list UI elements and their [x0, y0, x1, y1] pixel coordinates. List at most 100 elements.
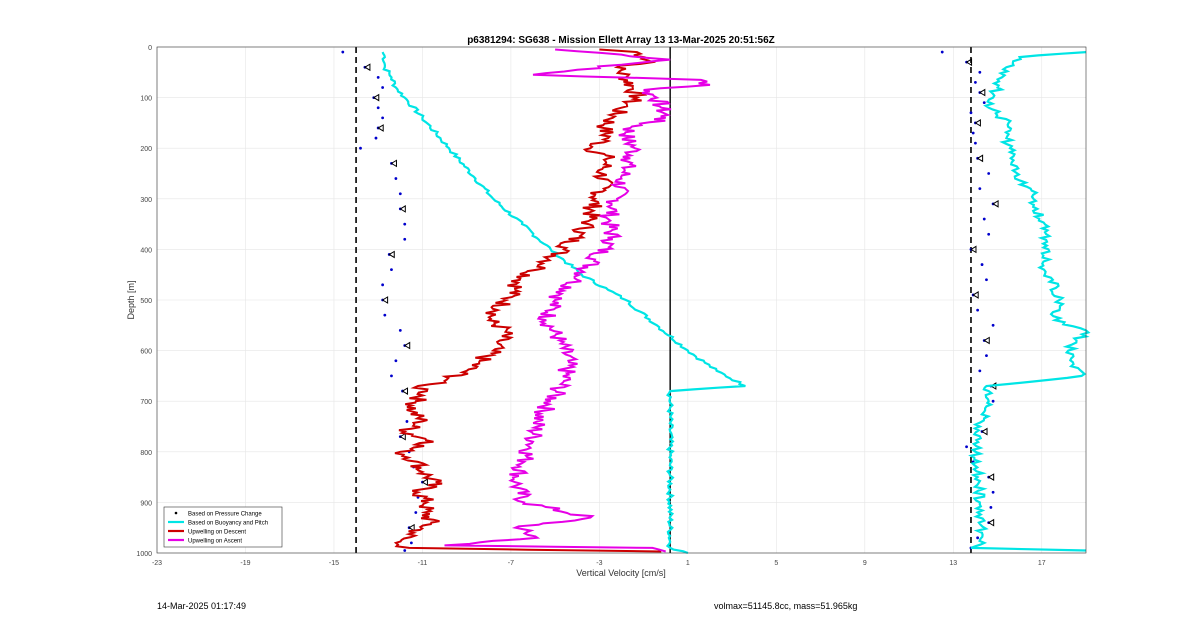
pressure-change-point [383, 313, 387, 317]
triangle-marker [403, 341, 411, 350]
y-tick-label: 300 [140, 197, 152, 204]
y-tick-label: 100 [140, 96, 152, 103]
triangle-marker [381, 296, 389, 304]
series-layer [341, 48, 1091, 555]
x-tick-label: -19 [240, 560, 250, 567]
triangle-marker [981, 427, 988, 436]
buoyancy-pitch-ascent-line [968, 51, 1091, 552]
y-tick-label: 900 [140, 500, 152, 507]
y-tick-label: 1000 [136, 551, 152, 558]
pressure-change-point [976, 536, 980, 540]
legend-label: Based on Buoyancy and Pitch [188, 521, 268, 527]
triangle-marker [978, 88, 986, 97]
triangle-marker [983, 336, 990, 345]
triangle-marker [399, 432, 406, 441]
pressure-change-point [940, 50, 944, 54]
pressure-change-point [376, 75, 380, 79]
y-tick-label: 500 [140, 298, 152, 305]
grid-lines [156, 46, 1086, 554]
triangle-marker [390, 159, 397, 168]
triangle-marker [363, 63, 371, 72]
x-tick-label: -7 [508, 560, 514, 567]
pressure-change-point [394, 177, 398, 180]
pressure-change-point [359, 146, 362, 150]
pressure-change-point [974, 81, 977, 84]
chart-title: p6381294: SG638 - Mission Ellett Array 1… [467, 35, 775, 46]
triangle-marker [399, 205, 406, 213]
pressure-change-point [969, 111, 973, 115]
triangle-marker [377, 124, 384, 132]
pressure-change-point [390, 268, 393, 272]
plot-frame [156, 46, 1087, 554]
upwelling-on-ascent-line [444, 48, 711, 553]
triangle-marker [388, 250, 395, 259]
x-tick-labels: -23 -19 -15 -11 -7 -3 1 5 9 13 17 [152, 560, 1046, 567]
pressure-change-point [976, 308, 980, 312]
y-tick-label: 0 [148, 45, 152, 52]
legend-marker [174, 511, 178, 515]
pressure-change-point [381, 283, 385, 287]
x-tick-label: 13 [949, 560, 957, 567]
footer-date: 14-Mar-2025 01:17:49 [157, 601, 247, 611]
pressure-change-point [390, 374, 393, 378]
y-tick-label: 400 [140, 247, 152, 254]
triangle-marker [970, 245, 977, 254]
pressure-change-point [991, 490, 995, 494]
triangle-marker [421, 478, 428, 487]
pressure-change-point [982, 217, 986, 221]
y-tick-label: 200 [140, 146, 152, 153]
pressure-change-point [403, 222, 407, 226]
pressure-change-point [991, 323, 995, 327]
x-tick-label: -23 [152, 560, 162, 567]
y-axis-label: Depth [m] [126, 280, 136, 319]
x-tick-label: 17 [1038, 560, 1046, 567]
triangle-marker [976, 154, 984, 163]
pressure-change-point [398, 328, 402, 332]
reference-lines [355, 47, 972, 553]
triangle-marker [372, 93, 380, 102]
y-tick-label: 700 [140, 399, 152, 406]
triangle-marker [987, 473, 995, 481]
upwelling-on-descent-line [393, 48, 662, 553]
pressure-change-point [381, 116, 385, 120]
pressure-change-point [374, 136, 378, 140]
triangle-marker [987, 518, 995, 527]
x-tick-label: -15 [329, 560, 339, 567]
pressure-change-point [403, 549, 407, 552]
pressure-change-point [974, 141, 977, 145]
pressure-change-point [965, 445, 968, 449]
pressure-change-point [980, 263, 984, 266]
y-tick-labels: 0 100 200 300 400 500 600 700 800 900 1000 [136, 45, 152, 558]
footer-volmax: volmax=51145.8cc, mass=51.965kg [714, 601, 858, 611]
pressure-change-point [985, 278, 988, 282]
pressure-change-point [398, 192, 402, 196]
pressure-change-point [409, 541, 413, 545]
triangle-marker [972, 291, 979, 299]
pressure-change-point [985, 354, 988, 358]
pressure-change-point [982, 101, 986, 105]
y-tick-label: 800 [140, 450, 152, 457]
x-tick-label: -11 [418, 560, 428, 567]
x-tick-label: 1 [686, 560, 690, 567]
pressure-change-point [971, 131, 975, 135]
pressure-change-point [394, 359, 398, 363]
x-tick-label: -3 [596, 560, 602, 567]
pressure-change-point [414, 511, 418, 514]
x-axis-label: Vertical Velocity [cm/s] [576, 568, 666, 578]
pressure-change-point [987, 172, 991, 175]
pressure-change-point [376, 106, 380, 110]
pressure-change-point [341, 50, 345, 54]
buoyancy-pitch-descent-line [381, 51, 746, 555]
x-tick-label: 9 [863, 560, 867, 567]
pressure-change-point [987, 232, 991, 236]
triangle-marker [401, 387, 409, 395]
triangle-marker [965, 58, 973, 67]
legend: Based on Pressure Change Based on Buoyanc… [163, 506, 283, 548]
triangle-marker [992, 199, 999, 208]
pressure-change-point [989, 506, 993, 509]
legend-label: Upwelling on Descent [188, 530, 246, 536]
x-tick-label: 5 [774, 560, 778, 567]
pressure-change-point [991, 399, 995, 403]
triangle-marker [408, 523, 415, 532]
